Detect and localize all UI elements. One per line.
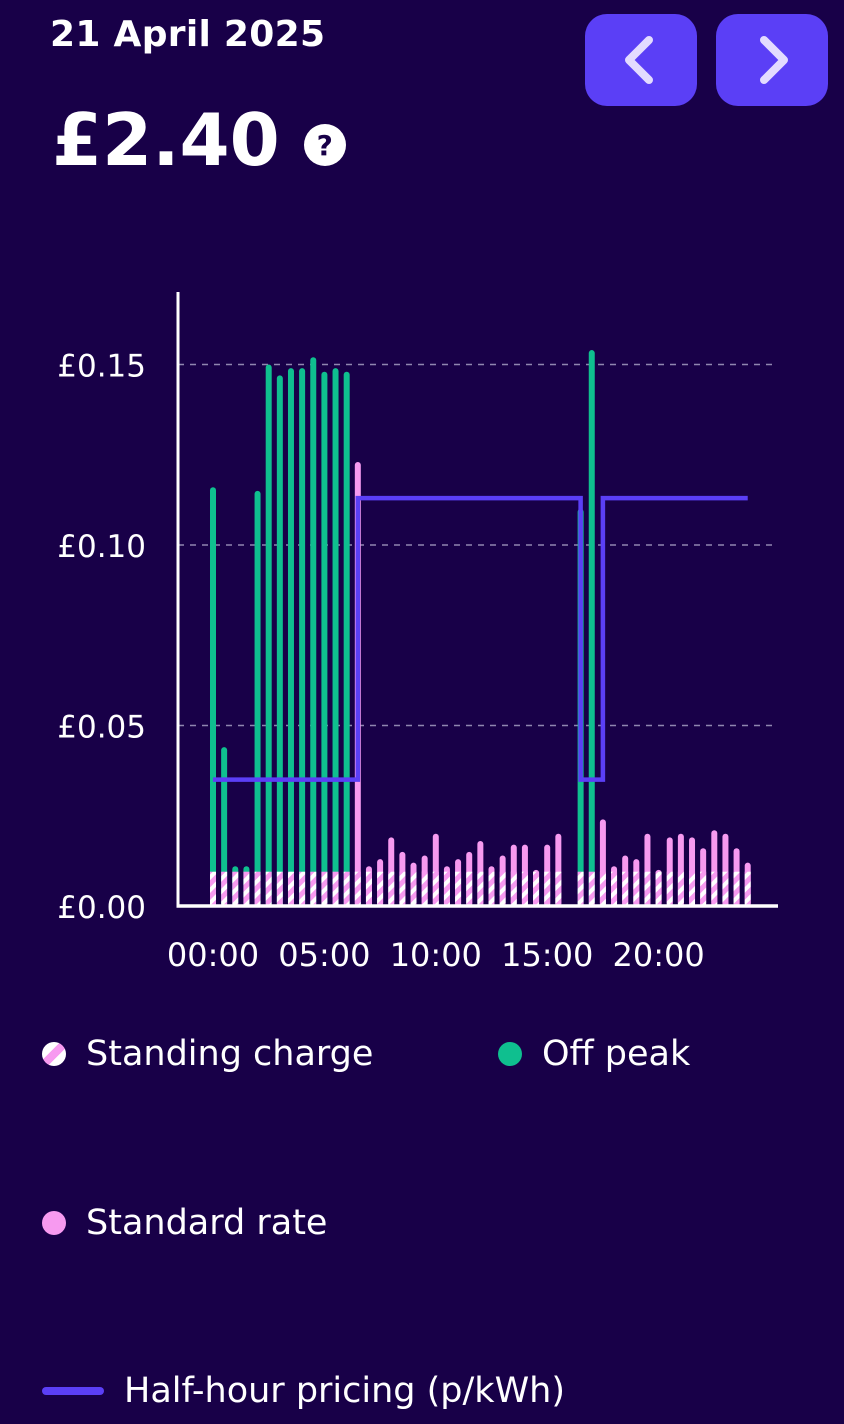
standing-charge-bar (533, 871, 540, 906)
standing-charge-bar (287, 871, 294, 906)
legend-standard-rate: Standard rate (42, 1203, 327, 1243)
y-tick-label: £0.05 (57, 710, 146, 746)
legend-label: Half-hour pricing (p/kWh) (124, 1371, 566, 1411)
legend-label: Off peak (542, 1034, 691, 1074)
y-tick-label: £0.00 (57, 890, 146, 926)
chevron-right-icon (760, 36, 788, 84)
standing-charge-bar (232, 871, 239, 906)
standing-charge-bar (432, 871, 439, 906)
off-peak-bar (310, 357, 317, 906)
off-peak-bar (221, 747, 228, 906)
standing-charge-bar (365, 871, 372, 906)
standing-charge-bar (577, 871, 584, 906)
standing-charge-bar (265, 871, 272, 906)
standing-charge-bar (455, 871, 462, 906)
y-tick-label: £0.15 (57, 349, 146, 385)
daily-total: £2.40 ? (52, 104, 346, 176)
standing-charge-bar (633, 871, 640, 906)
off-peak-bar (343, 371, 350, 907)
off-peak-bar (210, 487, 216, 906)
off-peak-bar (254, 490, 261, 906)
off-peak-bar (299, 368, 306, 906)
line-swatch-icon (42, 1387, 104, 1395)
usage-cost-chart: £0.00 £0.05 £0.10 £0.15 00:00 05:00 10:00 15:00… (57, 292, 778, 974)
standing-charge-bar (700, 871, 707, 906)
help-icon[interactable]: ? (303, 124, 346, 166)
standing-charge-bar (488, 871, 495, 906)
legend-label: Standard rate (86, 1203, 328, 1243)
standing-charge-bar (711, 871, 718, 906)
y-tick-label: £0.10 (57, 529, 146, 565)
standing-charge-bar (343, 871, 350, 906)
standing-charge-bar (477, 871, 484, 906)
off-peak-bar (276, 375, 283, 906)
standing-charge-bar (410, 871, 417, 906)
legend-standing-charge: Standing charge (42, 1034, 373, 1074)
legend-label: Standing charge (86, 1034, 374, 1074)
standing-charge-bar (354, 871, 361, 906)
standing-charge-bar (377, 871, 384, 906)
x-tick-label: 20:00 (612, 936, 704, 974)
standing-charge-bar (210, 871, 216, 906)
standing-charge-bar (521, 871, 528, 906)
standing-charge-bar (689, 871, 696, 906)
page-date: 21 April 2025 (50, 14, 326, 55)
standing-charge-bar (399, 871, 406, 906)
x-tick-label: 10:00 (390, 936, 482, 974)
x-tick-label: 15:00 (501, 936, 593, 974)
standing-charge-bar (243, 871, 250, 906)
next-day-button[interactable] (716, 14, 828, 106)
standing-charge-bar (655, 871, 662, 906)
legend-half-hour-pricing: Half-hour pricing (p/kWh) (42, 1371, 565, 1411)
off-peak-bar (588, 350, 595, 906)
x-tick-label: 00:00 (167, 936, 259, 974)
standing-charge-bar (299, 871, 306, 906)
standing-charge-bar (666, 871, 673, 906)
standing-charge-bar (310, 871, 317, 906)
standing-charge-bar (677, 871, 684, 906)
standing-charge-bar (510, 871, 517, 906)
off-peak-bar (287, 368, 294, 906)
standing-charge-bar (421, 871, 428, 906)
standing-charge-bar (221, 871, 228, 906)
standing-charge-bar (276, 871, 283, 906)
legend-off-peak: Off peak (498, 1034, 690, 1074)
standing-charge-bar (499, 871, 506, 906)
standing-charge-bar (744, 871, 751, 906)
standing-charge-bar (599, 871, 606, 906)
off-peak-bar (265, 364, 272, 906)
off-peak-bar (321, 371, 328, 907)
standing-charge-bar (733, 871, 740, 906)
chevron-left-icon (625, 36, 653, 84)
standing-charge-bar (443, 871, 450, 906)
green-dot-icon (498, 1042, 522, 1066)
off-peak-bar (332, 368, 339, 906)
standing-charge-bar (388, 871, 395, 906)
half-hour-pricing-line (213, 495, 748, 782)
standing-charge-bar (321, 871, 328, 906)
standing-charge-bar (544, 871, 551, 906)
x-tick-label: 05:00 (278, 936, 370, 974)
standing-charge-bar (555, 871, 562, 906)
standing-charge-bar (722, 871, 729, 906)
standing-charge-bar (644, 871, 651, 906)
standing-charge-bar (611, 871, 618, 906)
standing-charge-bar (466, 871, 473, 906)
pink-dot-icon (42, 1211, 66, 1235)
standing-charge-bar (332, 871, 339, 906)
standing-charge-bar (622, 871, 629, 906)
striped-circle-icon (42, 1042, 66, 1066)
standing-charge-bar (254, 871, 261, 906)
standing-charge-bar (588, 871, 595, 906)
total-cost-value: £2.40 (52, 98, 280, 182)
previous-day-button[interactable] (585, 14, 697, 106)
